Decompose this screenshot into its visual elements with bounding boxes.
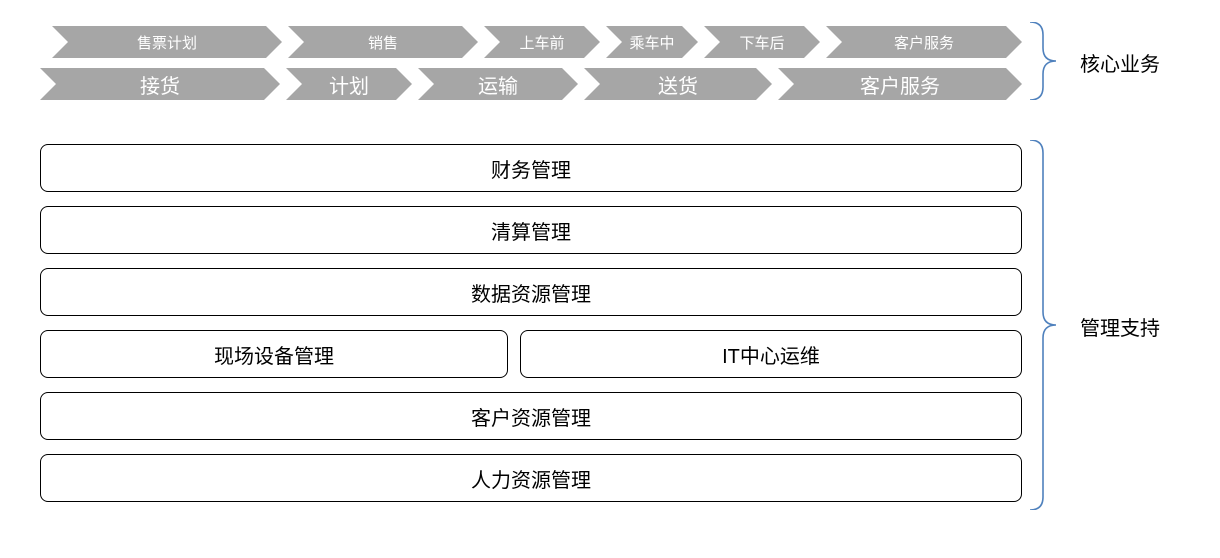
section-title-support: 管理支持 xyxy=(1080,312,1160,341)
process-arrow-label: 乘车中 xyxy=(606,32,698,53)
curly-brace xyxy=(1030,140,1056,510)
process-arrow-label: 客户服务 xyxy=(778,70,1022,99)
management-box-label: 现场设备管理 xyxy=(214,340,334,369)
process-arrow: 下车后 xyxy=(704,26,820,58)
process-arrow: 销售 xyxy=(288,26,478,58)
management-box-label: 清算管理 xyxy=(491,216,571,245)
process-arrow-label: 售票计划 xyxy=(52,32,282,53)
management-box: 客户资源管理 xyxy=(40,392,1022,440)
process-arrow-label: 接货 xyxy=(40,70,280,99)
management-box-label: 人力资源管理 xyxy=(471,464,591,493)
process-arrow: 客户服务 xyxy=(826,26,1022,58)
management-box: 数据资源管理 xyxy=(40,268,1022,316)
process-arrow: 计划 xyxy=(286,68,412,100)
process-arrow: 客户服务 xyxy=(778,68,1022,100)
management-box: 财务管理 xyxy=(40,144,1022,192)
process-arrow: 运输 xyxy=(418,68,578,100)
process-arrow-label: 客户服务 xyxy=(826,32,1022,53)
management-box-label: 客户资源管理 xyxy=(471,402,591,431)
process-arrow: 上车前 xyxy=(484,26,600,58)
management-box-label: IT中心运维 xyxy=(722,340,820,369)
process-arrow-label: 下车后 xyxy=(704,32,820,53)
process-arrow: 乘车中 xyxy=(606,26,698,58)
process-arrow-label: 送货 xyxy=(584,70,772,99)
process-arrow: 售票计划 xyxy=(52,26,282,58)
management-box: 现场设备管理 xyxy=(40,330,508,378)
process-arrow: 接货 xyxy=(40,68,280,100)
section-title-core: 核心业务 xyxy=(1080,48,1160,77)
management-box-label: 财务管理 xyxy=(491,154,571,183)
curly-brace xyxy=(1030,22,1056,100)
process-arrow-label: 运输 xyxy=(418,70,578,99)
diagram-canvas: 售票计划销售上车前乘车中下车后客户服务接货计划运输送货客户服务核心业务财务管理清… xyxy=(0,0,1220,558)
process-arrow-label: 销售 xyxy=(288,32,478,53)
management-box: 人力资源管理 xyxy=(40,454,1022,502)
management-box: IT中心运维 xyxy=(520,330,1022,378)
management-box-label: 数据资源管理 xyxy=(471,278,591,307)
process-arrow: 送货 xyxy=(584,68,772,100)
process-arrow-label: 计划 xyxy=(286,70,412,99)
process-arrow-label: 上车前 xyxy=(484,32,600,53)
management-box: 清算管理 xyxy=(40,206,1022,254)
